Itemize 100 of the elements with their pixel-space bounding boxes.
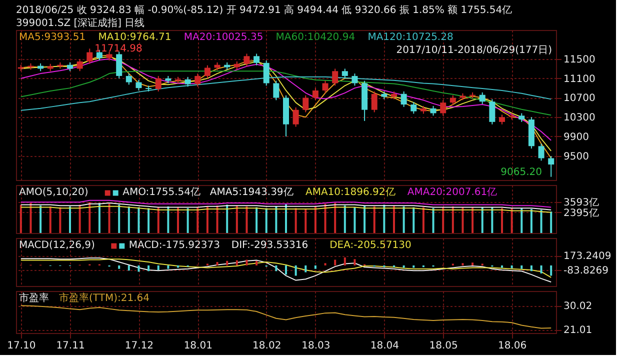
line-series	[20, 202, 552, 210]
candlestick	[489, 98, 496, 125]
bar	[472, 262, 474, 266]
y-tick-label: 2395亿	[564, 208, 599, 219]
bar	[148, 208, 150, 233]
chart-title: 市盈率	[19, 292, 49, 304]
bar	[540, 210, 542, 233]
y-tick-label: 9900	[564, 132, 589, 143]
bar	[304, 265, 307, 272]
x-tick-label: 17.11	[56, 340, 85, 352]
chart-title: 2018/06/25 收 9324.83 幅 -0.90%(-85.12) 开 9472.91 高 9494.44 低 9320.66 振 1.85% 额 1755.54亿	[16, 4, 512, 16]
bar	[373, 206, 376, 233]
bar	[98, 203, 100, 233]
bar	[167, 206, 170, 233]
legend-label: AMO:1755.54亿	[122, 187, 200, 198]
line-series	[20, 258, 552, 282]
bar	[157, 265, 160, 270]
candlestick	[273, 80, 280, 101]
bar	[314, 265, 316, 269]
bar	[540, 265, 542, 274]
bar	[344, 206, 346, 233]
x-tick-label: 18.05	[429, 340, 458, 352]
annotation: 11714.98	[94, 44, 142, 55]
candlestick	[244, 53, 250, 67]
bar	[285, 265, 287, 275]
bar	[196, 207, 199, 233]
line-series	[20, 305, 552, 329]
bar	[412, 207, 415, 233]
bar	[118, 204, 120, 233]
bar	[481, 207, 484, 233]
candlestick	[322, 80, 328, 94]
bar	[462, 207, 464, 233]
series-label: DEA:-205.57130	[330, 240, 412, 251]
bar	[236, 260, 238, 266]
bar	[491, 207, 494, 233]
chart-subtitle: 399001.SZ [深证成指] 日线	[16, 17, 145, 29]
series-label: DIF:-293.53316	[231, 240, 308, 251]
candlestick	[184, 76, 191, 88]
bar	[186, 208, 189, 233]
candlestick	[155, 75, 162, 92]
candlestick	[126, 73, 132, 86]
candlestick	[116, 51, 122, 79]
bar	[314, 206, 316, 233]
text: MA120:10725.28	[368, 32, 454, 43]
bar	[334, 203, 336, 233]
bar	[148, 265, 150, 272]
bar	[334, 260, 336, 266]
bar	[69, 206, 71, 233]
bar	[59, 207, 62, 233]
bar	[216, 262, 218, 266]
candlestick	[312, 88, 318, 101]
candlestick	[538, 143, 544, 162]
candlestick	[440, 100, 446, 116]
candlestick	[76, 58, 83, 72]
annotation: 2017/10/11-2018/06/29(177日)	[396, 45, 552, 56]
bar	[393, 206, 395, 233]
bar	[383, 204, 386, 233]
candlestick	[136, 79, 142, 91]
bar	[294, 265, 297, 276]
bar	[206, 206, 208, 233]
bar	[128, 265, 130, 271]
x-tick-label: 18.06	[498, 340, 527, 352]
bar	[256, 260, 258, 266]
bar	[530, 209, 532, 233]
bar	[167, 265, 170, 269]
bar	[550, 212, 552, 233]
bar	[520, 265, 523, 269]
candlestick	[263, 60, 270, 86]
y-tick-label: 9500	[564, 151, 589, 162]
chart-title: MACD(12,26,9)	[19, 240, 96, 251]
y-tick-label: 21.01	[564, 325, 592, 336]
bar	[49, 206, 52, 233]
y-tick-label: 30.02	[564, 301, 592, 312]
bar	[354, 259, 356, 266]
bar	[246, 260, 248, 266]
bar	[216, 206, 218, 233]
candlestick	[254, 53, 260, 66]
bar	[510, 208, 513, 233]
candlestick	[430, 105, 436, 116]
y-tick-label: 11500	[564, 54, 596, 66]
y-tick-label: 10700	[564, 93, 596, 104]
annotation: 9065.20	[500, 167, 542, 178]
bar	[304, 209, 307, 233]
text: MA60:10420.94	[276, 32, 356, 43]
bar	[177, 207, 179, 233]
bar	[275, 206, 278, 233]
bar	[344, 257, 346, 266]
bar	[88, 202, 91, 233]
bar	[226, 260, 228, 266]
y-tick-label: 173.2409	[564, 251, 612, 262]
bar	[138, 265, 140, 272]
candlestick	[332, 68, 338, 86]
bar	[550, 265, 552, 276]
candlestick	[292, 106, 299, 128]
bar	[324, 204, 326, 233]
x-tick-label: 18.01	[184, 340, 212, 352]
bar	[30, 203, 32, 233]
bar	[510, 265, 513, 268]
candlestick	[499, 114, 505, 125]
bar	[501, 208, 503, 233]
